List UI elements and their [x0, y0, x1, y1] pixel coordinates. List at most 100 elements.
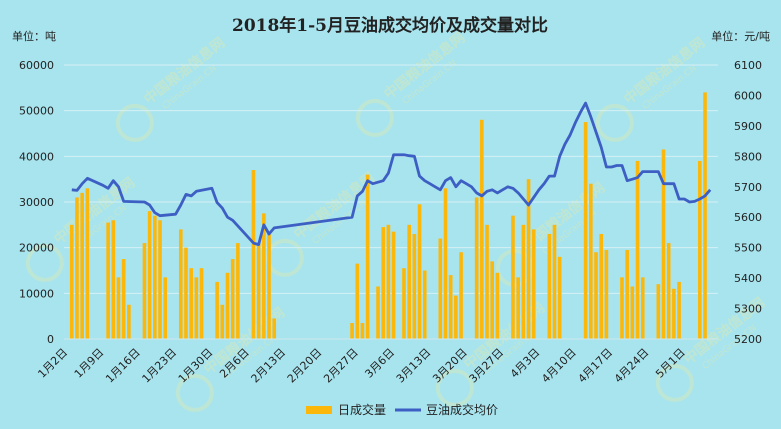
- x-tick-label: 4月17日: [576, 346, 616, 386]
- x-tick-label: 1月2日: [35, 346, 70, 381]
- volume-bar: [661, 149, 666, 339]
- volume-bar: [443, 188, 448, 339]
- x-tick-label: 4月24日: [612, 346, 652, 386]
- x-tick: 1月2日: [35, 346, 70, 381]
- legend-swatch-volume: [306, 406, 332, 414]
- watermark-logo: [655, 363, 694, 402]
- legend-label-price: 豆油成交均价: [426, 402, 498, 417]
- volume-bar: [225, 272, 230, 339]
- x-tick: 4月17日: [576, 346, 616, 386]
- x-tick-label: 1月16日: [103, 346, 143, 386]
- volume-bar: [158, 220, 162, 339]
- volume-bar: [116, 277, 121, 339]
- y-right-tick-label: 5600: [734, 211, 762, 224]
- y-right-tick-label: 6000: [734, 89, 762, 102]
- y-right-tick-label: 5200: [734, 333, 762, 346]
- volume-bar: [448, 275, 453, 339]
- y-left-tick-label: 50000: [19, 105, 54, 118]
- y-left-tick-label: 0: [47, 333, 54, 346]
- y-right-tick-label: 5500: [734, 242, 762, 255]
- volume-bar: [106, 222, 110, 339]
- volume-bar: [199, 268, 204, 339]
- volume-bar: [69, 224, 74, 339]
- volume-bar: [194, 277, 199, 339]
- x-tick-label: 3月13日: [394, 346, 434, 386]
- volume-bar: [153, 215, 157, 339]
- x-tick-label: 2月27日: [321, 346, 361, 386]
- volume-bar: [402, 268, 406, 339]
- x-tick: 4月10日: [539, 346, 579, 386]
- x-tick: 2月27日: [321, 346, 361, 386]
- price-line-path: [71, 101, 712, 247]
- volume-bar: [121, 259, 126, 339]
- volume-bar: [630, 286, 635, 339]
- volume-bar: [526, 179, 531, 339]
- watermark-logo: [435, 368, 474, 407]
- volume-bar: [438, 238, 443, 339]
- volume-bar: [547, 233, 552, 339]
- y-right-tick-label: 5800: [734, 150, 762, 163]
- volume-bar: [365, 174, 370, 339]
- volume-bar: [635, 160, 640, 339]
- chart-title: 2018年1-5月豆油成交均价及成交量对比: [232, 15, 548, 36]
- watermark-logo: [115, 103, 154, 142]
- volume-bar: [552, 224, 557, 339]
- volume-bar: [521, 224, 526, 339]
- volume-bar: [360, 323, 365, 339]
- x-tick-label: 1月23日: [140, 346, 180, 386]
- volume-bar: [111, 220, 116, 339]
- volume-bar: [412, 233, 417, 339]
- volume-bar: [625, 249, 629, 339]
- x-tick-label: 3月20日: [430, 346, 470, 386]
- volume-bars: [69, 92, 707, 340]
- volume-bar: [666, 243, 671, 339]
- x-tick: 3月6日: [362, 346, 397, 381]
- x-tick-label: 3月6日: [362, 346, 397, 381]
- volume-bar: [355, 263, 360, 339]
- volume-bar: [474, 197, 479, 339]
- volume-bar: [640, 277, 645, 339]
- volume-bar: [163, 277, 168, 339]
- volume-bar: [215, 281, 219, 339]
- volume-bar: [422, 270, 427, 339]
- volume-bar: [350, 323, 354, 339]
- volume-bar: [230, 259, 235, 339]
- volume-bar: [703, 92, 707, 340]
- volume-bar: [516, 277, 520, 339]
- volume-bar: [142, 243, 147, 339]
- right-axis-unit: 单位：元/吨: [711, 29, 770, 43]
- x-tick: 3月13日: [394, 346, 434, 386]
- x-tick-label: 5月1日: [653, 346, 688, 381]
- volume-bar: [583, 122, 588, 339]
- volume-bar: [417, 204, 422, 339]
- x-tick-label: 2月20日: [285, 346, 325, 386]
- x-tick: 1月9日: [72, 346, 107, 381]
- y-right-tick-label: 5900: [734, 120, 762, 133]
- volume-bar: [256, 243, 261, 339]
- y-right-tick-label: 5300: [734, 303, 762, 316]
- volume-bar: [262, 213, 266, 339]
- volume-bar: [459, 252, 463, 339]
- volume-bar: [656, 284, 661, 339]
- volume-bar: [251, 170, 256, 339]
- volume-bar: [490, 261, 495, 339]
- price-line: [71, 101, 712, 247]
- watermark-logo: [355, 98, 394, 137]
- volume-bar: [511, 215, 515, 339]
- volume-bar: [599, 233, 604, 339]
- legend-label-volume: 日成交量: [338, 402, 386, 417]
- volume-bar: [381, 227, 386, 339]
- watermark-logo: [175, 373, 214, 412]
- volume-bar: [184, 247, 188, 339]
- volume-bar: [391, 231, 396, 339]
- volume-bar: [454, 295, 458, 339]
- y-left-tick-label: 20000: [19, 242, 54, 255]
- x-tick: 4月24日: [612, 346, 652, 386]
- volume-bar: [620, 277, 624, 339]
- volume-bar: [147, 211, 152, 339]
- volume-bar: [236, 243, 240, 339]
